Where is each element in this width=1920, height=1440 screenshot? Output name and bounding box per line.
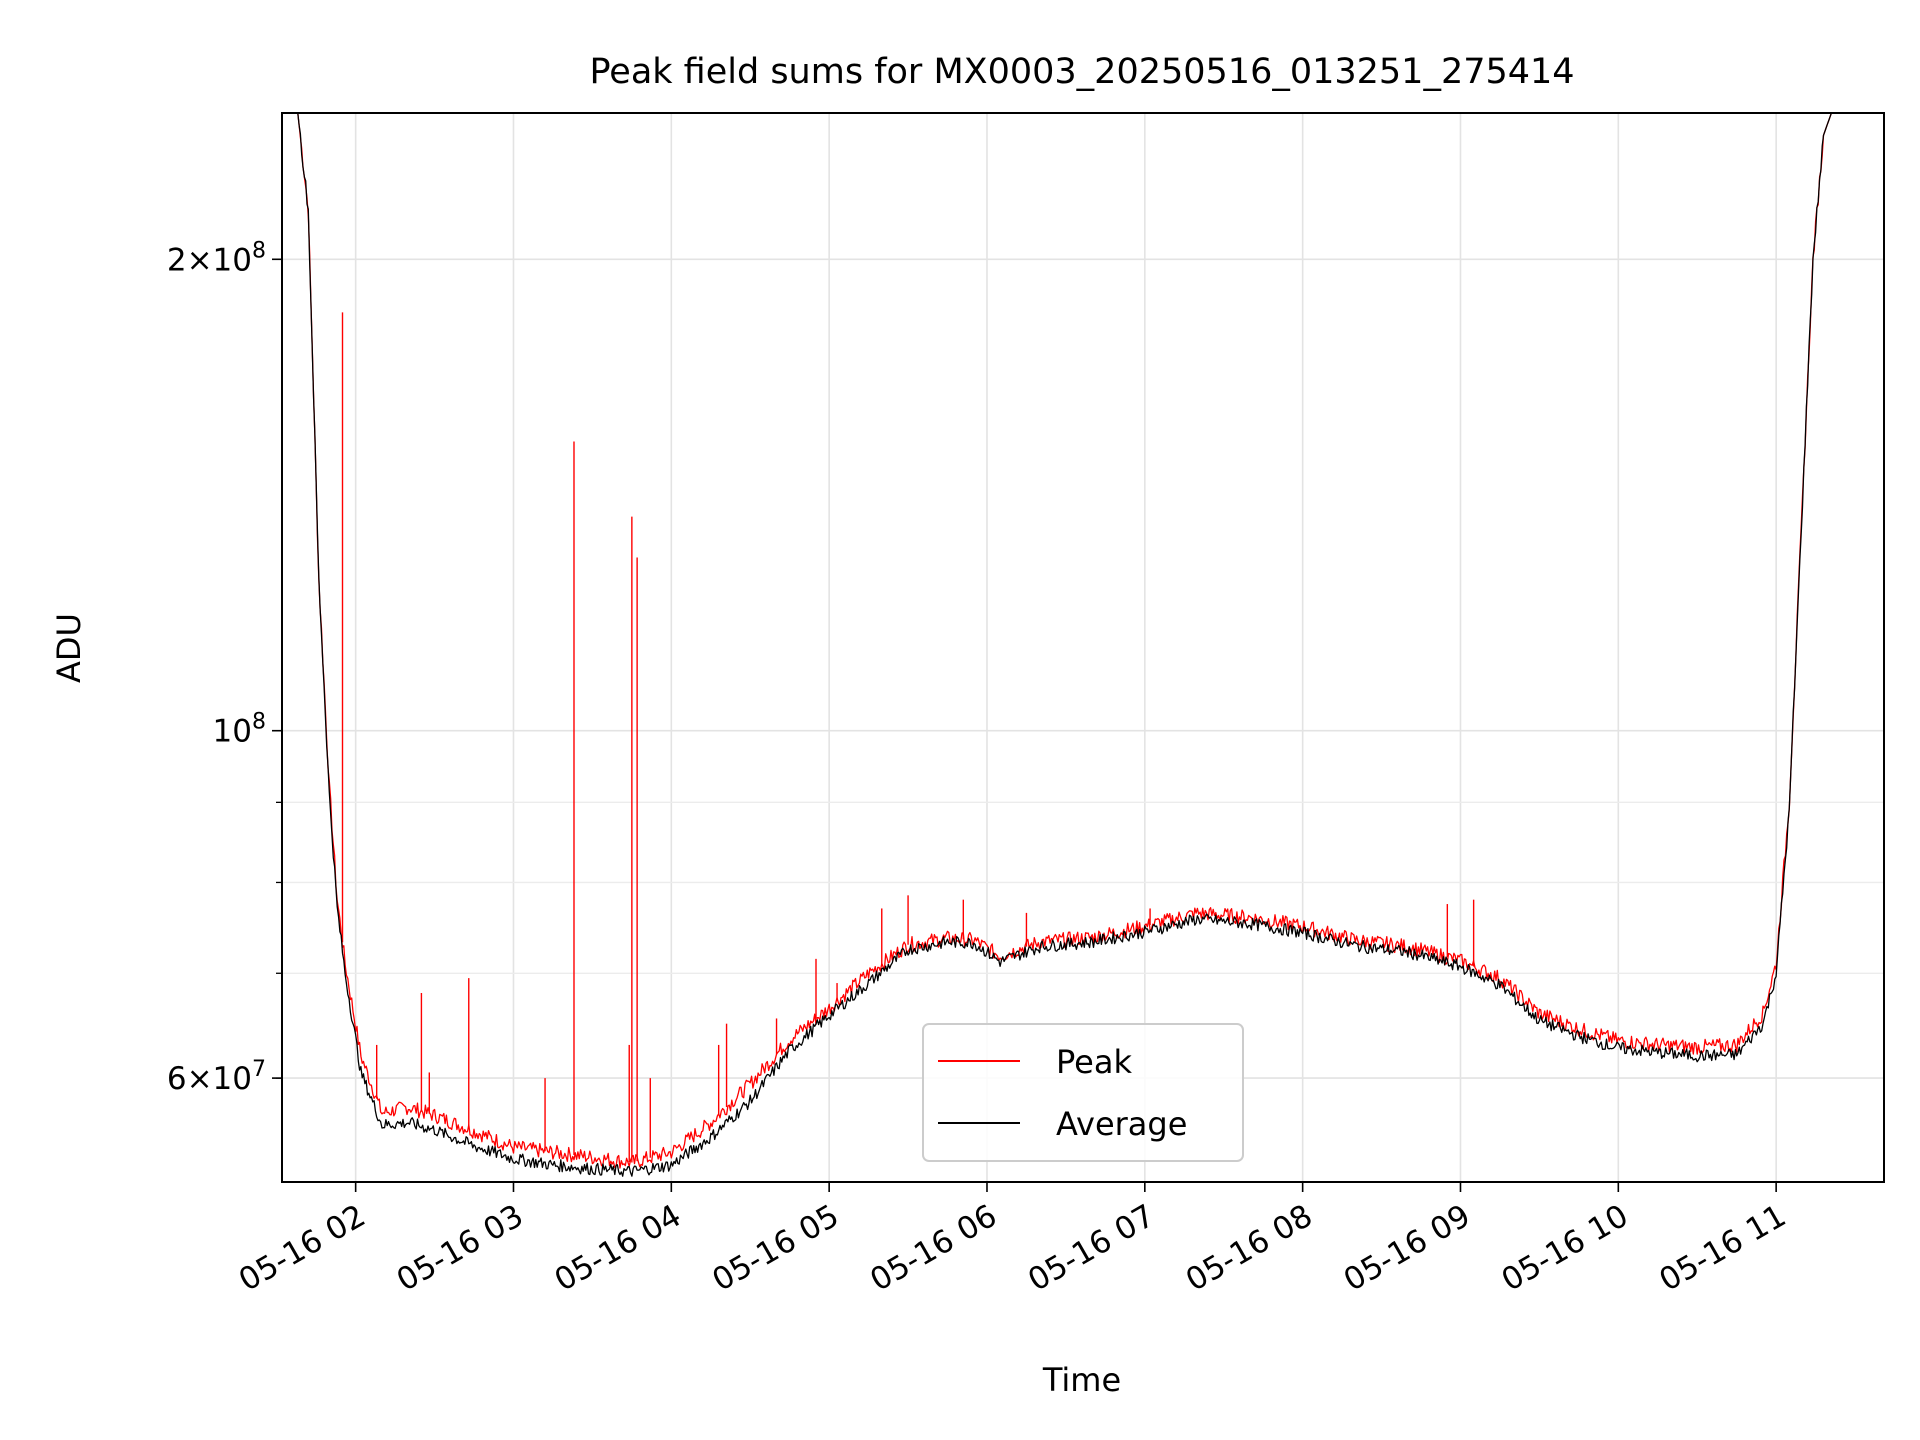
y-tick-mantissa: 2 [167,242,187,278]
series-group [282,113,1884,1177]
legend: Peak Average [922,1023,1244,1162]
y-axis-label: ADU [50,613,88,683]
legend-average-label: Average [1056,1105,1187,1143]
x-axis-label: Time [1042,1361,1121,1399]
y-tick-times: ×10 [187,242,252,278]
y-tick-base: 10 [213,714,252,750]
y-tick-label: 2×108 [167,238,266,278]
plot-frame [281,112,1885,1183]
y-tick-exponent: 8 [252,238,266,263]
y-tick-label: 108 [213,710,266,750]
y-tick-exponent: 8 [252,710,266,735]
legend-peak-label: Peak [1056,1043,1132,1081]
y-tick-mantissa: 6 [167,1061,187,1097]
y-tick-exponent: 7 [252,1057,266,1082]
y-tick-times: ×10 [187,1061,252,1097]
series-average-line [282,113,1884,1177]
plot-series [282,113,1884,1177]
y-tick-label: 6×107 [167,1057,266,1097]
chart-title: Peak field sums for MX0003_20250516_0132… [589,52,1574,92]
legend-box [922,1023,1244,1162]
